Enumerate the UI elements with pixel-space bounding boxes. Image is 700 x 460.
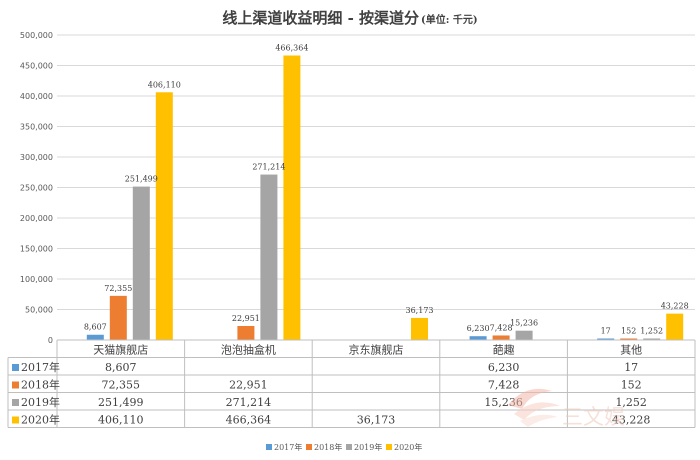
category-label: 泡泡抽盒机 — [221, 343, 276, 357]
bars — [86, 55, 684, 341]
data-label: 6,230 — [467, 324, 490, 333]
bar — [597, 338, 615, 340]
bar — [666, 313, 684, 340]
series-swatch — [12, 399, 19, 406]
bar — [132, 186, 150, 340]
series-swatch — [12, 416, 19, 424]
series-row-label: 2020年 — [21, 413, 60, 427]
legend-swatch — [266, 444, 272, 450]
y-tick-label: 300,000 — [20, 153, 53, 162]
category-label: 其他 — [620, 344, 642, 357]
category-label: 天猫旗舰店 — [93, 343, 148, 357]
table-cell: 271,214 — [226, 396, 272, 409]
legend: 2017年 2018年 2019年 2020年 — [266, 442, 422, 452]
data-label: 406,110 — [148, 80, 181, 89]
data-table: 天猫旗舰店 泡泡抽盒机 京东旗舰店 葩趣 其他 2017年 8,607 6,230 17 2018… — [7, 339, 696, 428]
bar — [155, 92, 173, 340]
bar — [411, 317, 428, 340]
table-cell: 8,607 — [105, 361, 137, 374]
y-tick-label: 450,000 — [20, 62, 53, 71]
data-label: 36,173 — [406, 306, 434, 315]
legend-label: 2018年 — [314, 442, 342, 452]
legend-label: 2017年 — [274, 442, 302, 452]
series-swatch — [12, 364, 19, 371]
chart-title-text: 线上渠道收益明细 - 按渠道分 — [222, 9, 420, 27]
series-swatch — [12, 381, 19, 389]
data-label: 22,951 — [232, 314, 260, 323]
chart-title: 线上渠道收益明细 - 按渠道分 (单位: 千元) — [0, 7, 700, 28]
data-label: 15,236 — [510, 319, 538, 328]
table-cell: 17 — [624, 361, 638, 374]
table-cell: 36,173 — [357, 414, 396, 427]
y-tick-label: 350,000 — [20, 123, 53, 132]
category-label: 京东旗舰店 — [349, 343, 404, 357]
y-tick-label: 250,000 — [20, 184, 53, 193]
legend-label: 2020年 — [394, 442, 422, 452]
series-row-label: 2017年 — [21, 360, 60, 374]
data-label: 152 — [621, 327, 636, 336]
legend-swatch — [386, 444, 392, 450]
bar — [620, 338, 638, 340]
data-label: 72,355 — [104, 284, 132, 293]
y-tick-label: 500,000 — [20, 31, 53, 40]
data-label: 466,364 — [275, 44, 308, 53]
y-tick-label: 50,000 — [25, 306, 53, 315]
legend-label: 2019年 — [354, 442, 382, 452]
chart-unit: (单位: 千元) — [421, 15, 478, 26]
y-tick-label: 0 — [48, 336, 53, 345]
data-label: 1,252 — [640, 327, 663, 336]
legend-swatch — [346, 444, 352, 450]
table-cell: 43,228 — [612, 414, 651, 427]
table-cell: 152 — [621, 379, 642, 392]
y-tick-label: 150,000 — [20, 245, 53, 254]
table-cell: 6,230 — [488, 361, 520, 374]
bar — [283, 55, 301, 341]
series-row-label: 2018年 — [21, 378, 60, 392]
bar — [237, 325, 255, 340]
y-axis: 0 50,000 100,000 150,000 200,000 250,000 300,0… — [20, 31, 53, 345]
bar — [260, 174, 278, 340]
data-labels: 8,607 6,230 17 72,355 22,951 7,428 152 251,499 2… — [84, 44, 689, 336]
y-tick-label: 200,000 — [20, 214, 53, 223]
table-cell: 7,428 — [488, 379, 520, 392]
data-label: 271,214 — [252, 163, 285, 172]
bar — [86, 334, 104, 340]
data-label: 7,428 — [490, 323, 513, 332]
table-cell: 1,252 — [615, 396, 647, 409]
table-cell: 22,951 — [229, 379, 268, 392]
data-label: 251,499 — [125, 175, 158, 184]
table-cell: 466,364 — [226, 414, 272, 427]
bar — [469, 336, 487, 340]
bar — [643, 338, 661, 340]
category-label: 葩趣 — [493, 343, 515, 357]
bar — [109, 295, 127, 340]
data-label: 43,228 — [661, 302, 689, 311]
bar — [492, 335, 510, 340]
table-cell: 406,110 — [98, 414, 144, 427]
y-tick-label: 100,000 — [20, 275, 53, 284]
watermark-text: 三文娱 — [562, 405, 625, 429]
y-tick-label: 400,000 — [20, 92, 53, 101]
table-cell: 72,355 — [102, 379, 141, 392]
watermark-logo: 三文娱 — [508, 388, 625, 429]
series-row-label: 2019年 — [21, 395, 60, 409]
data-label: 17 — [601, 327, 611, 336]
table-cell: 251,499 — [98, 396, 144, 409]
bar — [515, 330, 533, 340]
legend-swatch — [306, 444, 312, 450]
data-label: 8,607 — [84, 323, 107, 332]
